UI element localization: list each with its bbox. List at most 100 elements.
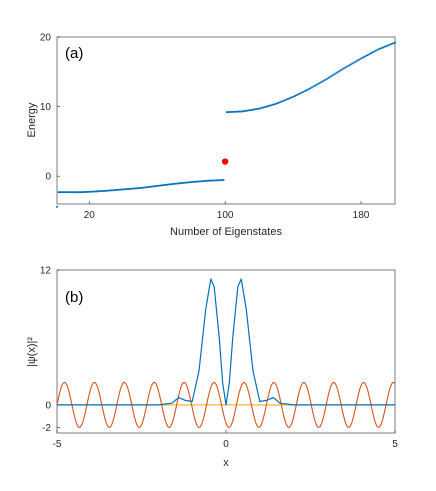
eigenstate-point	[129, 187, 131, 190]
eigenstate-point	[244, 109, 247, 112]
eigenstate-point	[202, 180, 204, 183]
eigenstate-point	[161, 184, 164, 187]
eigenstate-point	[174, 182, 177, 185]
panel-b-xlabel: x	[223, 457, 229, 469]
eigenstate-point	[96, 190, 99, 193]
eigenstate-point	[346, 65, 349, 68]
y-tick-label: 20	[40, 33, 52, 44]
eigenstate-point	[251, 108, 254, 111]
eigenstate-point	[197, 180, 199, 183]
eigenstate-point	[305, 89, 308, 92]
eigenstate-point	[363, 55, 366, 58]
eigenstate-point	[135, 187, 138, 190]
x-tick-label: 5	[392, 439, 398, 450]
eigenstate-point	[146, 186, 148, 189]
eigenstate-point	[142, 186, 145, 189]
eigenstate-point	[307, 88, 310, 91]
eigenstate-point	[275, 102, 278, 105]
eigenstate-point	[332, 73, 335, 76]
panel-b: -5 0 5 -2 0 12 (b) x |ψ(x)|²	[26, 266, 398, 470]
eigenstate-point	[361, 56, 364, 59]
isolated-state-point	[221, 158, 229, 165]
eigenstate-point	[137, 187, 140, 190]
eigenstate-point	[237, 110, 240, 113]
eigenstate-point	[339, 69, 342, 72]
eigenstate-point	[134, 187, 137, 190]
eigenstate-point	[74, 191, 77, 194]
panel-b-tag: (b)	[65, 289, 83, 306]
eigenstate-point	[229, 111, 232, 113]
panel-b-ylabel: |ψ(x)|²	[26, 337, 38, 367]
eigenstate-point	[268, 104, 271, 107]
eigenstate-point	[130, 187, 133, 190]
panel-a-ticks: 20 100 180 0 10 20	[40, 33, 370, 222]
eigenstate-point	[390, 43, 393, 45]
eigenstate-point	[57, 191, 60, 194]
eigenstate-point	[208, 179, 211, 182]
y-tick-label: -2	[42, 423, 51, 434]
eigenstate-point	[278, 101, 281, 104]
eigenstate-point	[312, 85, 315, 88]
eigenstate-point	[326, 77, 328, 80]
eigenstate-point	[183, 181, 186, 184]
eigenstate-point	[69, 191, 72, 194]
eigenstate-point	[88, 190, 91, 193]
x-tick-label: 180	[353, 210, 370, 221]
eigenstate-point	[368, 53, 371, 55]
eigenstate-point	[185, 181, 187, 184]
eigenstate-point	[319, 81, 322, 84]
eigenstate-point	[314, 84, 317, 87]
eigenstate-point	[120, 188, 123, 191]
eigenstate-point	[366, 54, 369, 56]
eigenstate-point	[304, 90, 306, 92]
eigenstate-point	[64, 191, 67, 194]
eigenstate-point	[373, 50, 376, 53]
eigenstate-point	[156, 185, 159, 187]
eigenstate-point	[327, 76, 330, 79]
eigenstate-point	[321, 80, 323, 83]
eigenstate-point	[110, 189, 113, 192]
eigenstate-point	[273, 103, 276, 106]
panel-b-marks	[56, 278, 396, 428]
eigenstate-point	[220, 179, 223, 181]
eigenstate-point	[113, 189, 116, 191]
eigenstate-point	[91, 190, 94, 193]
eigenstate-point	[212, 179, 215, 182]
eigenstate-point	[210, 179, 213, 182]
eigenstate-point	[315, 83, 318, 86]
eigenstate-point	[166, 183, 169, 186]
eigenstate-point	[253, 108, 255, 111]
eigenstate-point	[387, 44, 390, 47]
eigenstate-point	[242, 110, 245, 113]
eigenstate-point	[377, 48, 379, 51]
eigenstate-point	[62, 191, 65, 194]
eigenstate-point	[234, 110, 237, 113]
eigenstate-point	[370, 52, 373, 55]
eigenstate-point	[394, 41, 396, 44]
eigenstate-point	[343, 67, 345, 70]
eigenstate-point	[356, 59, 359, 62]
eigenstate-point	[380, 47, 383, 50]
eigenstate-point	[355, 60, 357, 63]
eigenstate-point	[341, 68, 344, 71]
panel-a-plot-box	[56, 36, 396, 205]
eigenstate-point	[188, 181, 191, 184]
panel-b-ticks: -5 0 5 -2 0 12	[40, 266, 398, 451]
eigenstate-point	[295, 94, 298, 97]
eigenstate-point	[171, 183, 174, 185]
eigenstate-point	[83, 191, 86, 193]
eigenstate-point	[176, 182, 179, 185]
eigenstate-point	[310, 86, 313, 89]
eigenstate-point	[256, 108, 259, 110]
y-tick-label: 0	[45, 400, 51, 411]
eigenstate-point	[117, 188, 120, 191]
eigenstate-point	[348, 64, 351, 67]
eigenstate-point	[225, 111, 228, 114]
eigenstate-point	[144, 186, 147, 189]
eigenstate-point	[378, 47, 381, 50]
eigenstate-point	[302, 90, 305, 93]
eigenstate-point	[125, 188, 128, 191]
eigenstate-point	[141, 186, 143, 189]
eigenstate-point	[127, 188, 130, 190]
